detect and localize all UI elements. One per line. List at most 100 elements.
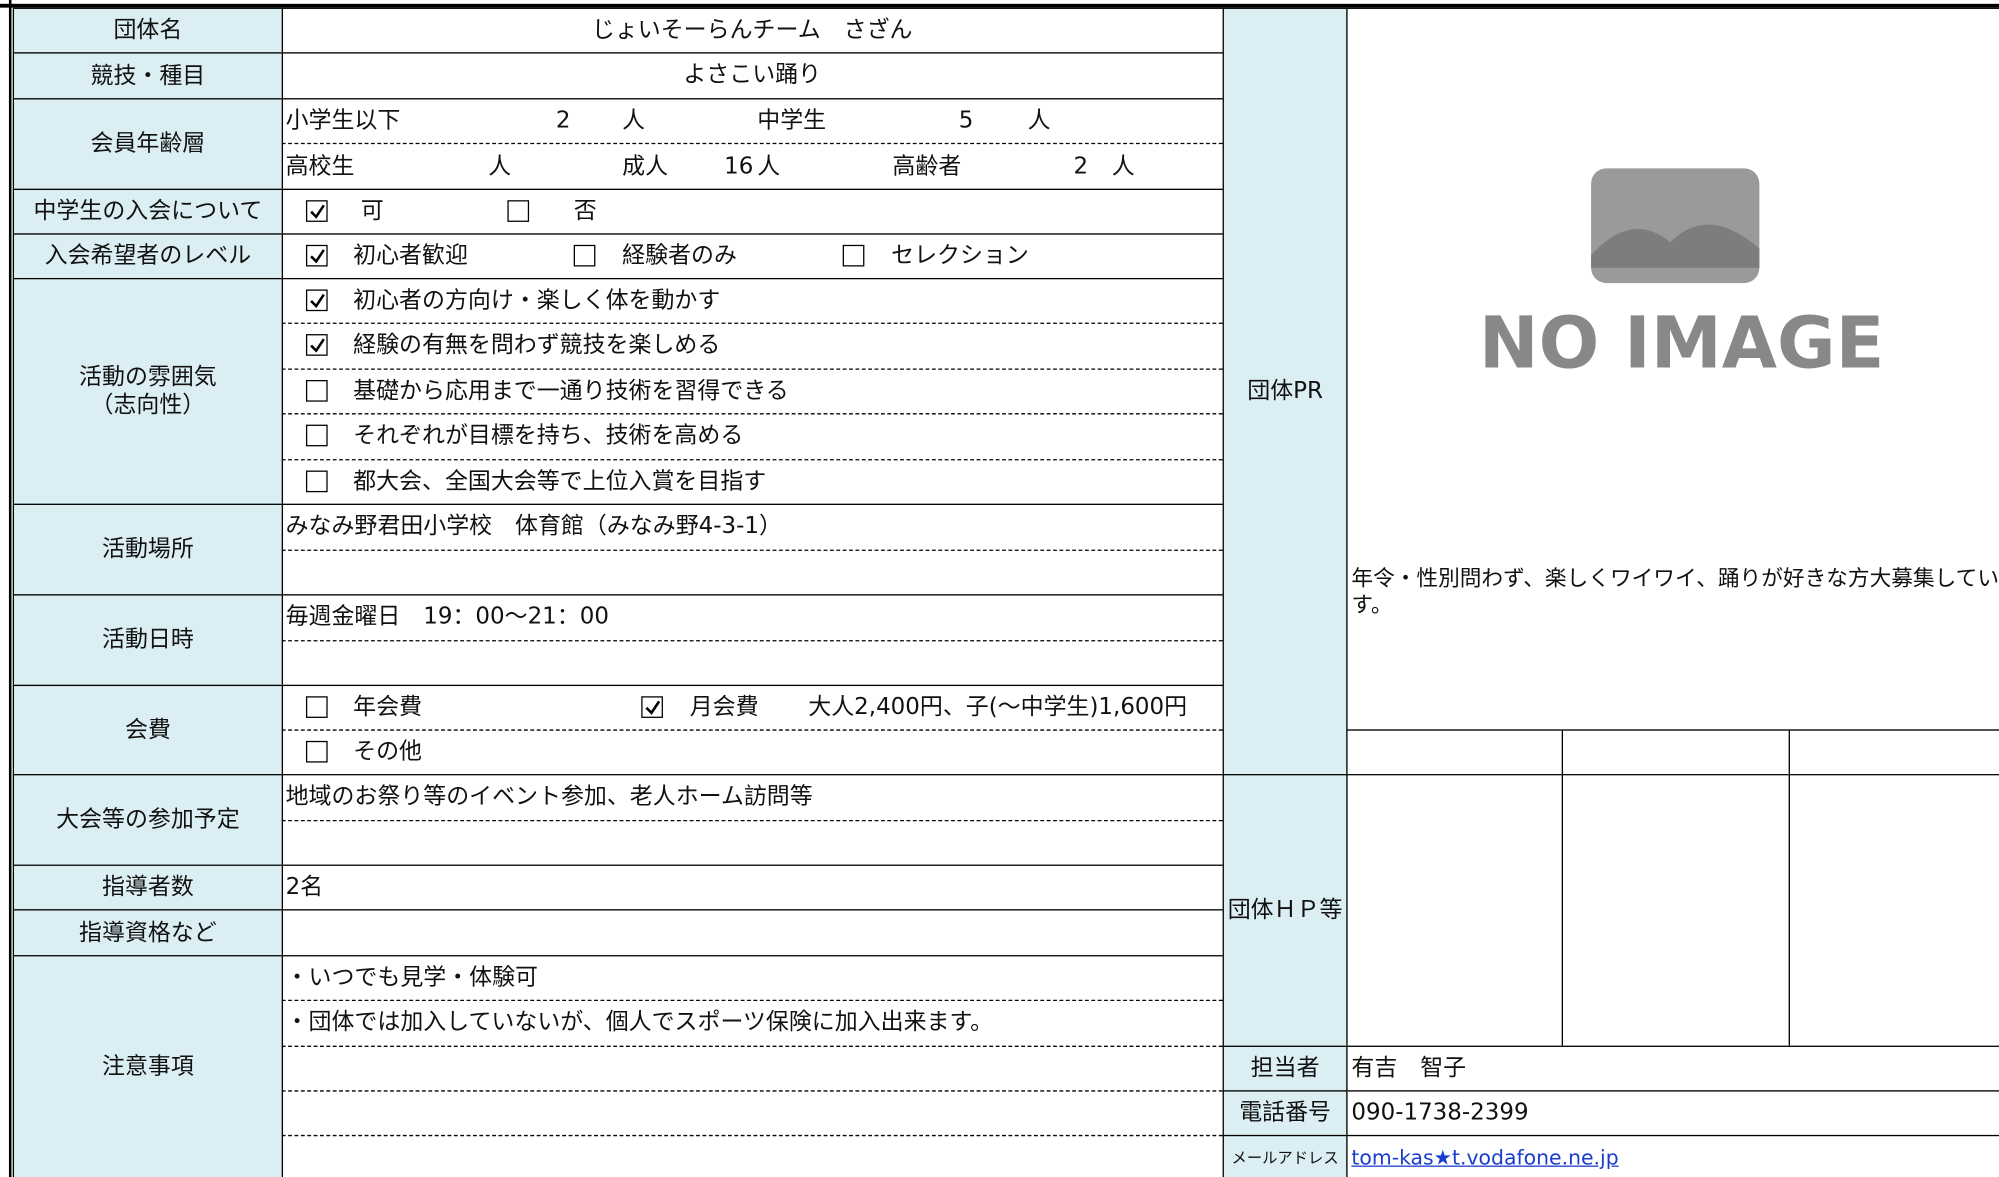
row-value <box>281 909 1224 957</box>
cell <box>1788 729 1999 776</box>
age-unit: 人 <box>1027 107 1051 134</box>
checkbox <box>305 379 328 402</box>
contact-label: 担当者 <box>1222 1045 1348 1092</box>
dashed-line <box>281 323 1223 325</box>
option-text: 経験の有無を問わず競技を楽しめる <box>353 332 721 359</box>
cell <box>1788 774 1999 1047</box>
checkbox <box>305 470 328 492</box>
checkbox <box>305 696 328 718</box>
dashed-line <box>281 819 1223 822</box>
contact-person: 有吉 智子 <box>1351 1054 1467 1082</box>
row-label: 中学生の入会について <box>12 188 284 235</box>
row-label: 会費 <box>12 684 284 776</box>
dashed-line <box>281 999 1223 1002</box>
option-text: 初心者の方向け・楽しく体を動かす <box>353 286 721 314</box>
no-image-graphic <box>1591 168 1760 284</box>
checkbox <box>573 244 596 267</box>
age-unit: 人 <box>488 152 512 180</box>
cell <box>1561 774 1790 1047</box>
age-unit: 人 <box>1111 152 1135 180</box>
check-mark <box>310 204 325 219</box>
dashed-line <box>281 729 1223 731</box>
dashed-line <box>281 1134 1223 1137</box>
checkbox <box>507 200 530 222</box>
row-value <box>281 864 1224 911</box>
cell <box>1346 774 1564 1047</box>
contact-phone: 090-1738-2399 <box>1351 1099 1529 1127</box>
email-link[interactable]: tom-kas★t.vodafone.ne.jp <box>1351 1145 1619 1170</box>
age-count: 2 <box>1073 152 1089 180</box>
pr-label: 団体PR <box>1222 7 1348 776</box>
age-group: 小学生以下 <box>285 107 401 134</box>
check-mark <box>310 293 325 309</box>
row-value <box>281 188 1224 235</box>
checkbox <box>305 200 328 222</box>
age-group: 成人 <box>622 152 669 180</box>
cell <box>1346 1134 1999 1177</box>
age-unit: 人 <box>622 107 646 134</box>
dashed-line <box>281 1045 1223 1047</box>
contact-label: メールアドレス <box>1222 1134 1348 1177</box>
option-text: 都大会、全国大会等で上位入賞を目指す <box>353 467 767 495</box>
age-unit: 人 <box>757 152 781 180</box>
no-image-text: NO IMAGE <box>1478 302 1885 386</box>
age-count: 5 <box>958 107 974 134</box>
row-label: 大会等の参加予定 <box>12 774 284 866</box>
age-group: 中学生 <box>757 107 827 134</box>
check-mark <box>310 249 325 264</box>
frame-top <box>0 3 1999 8</box>
checkbox <box>305 424 328 447</box>
option-text: 否 <box>573 197 597 225</box>
row-label: 活動の雰囲気 （志向性） <box>12 277 284 505</box>
row-label: 活動日時 <box>12 594 284 687</box>
option-text: それぞれが目標を持ち、技術を高める <box>353 422 744 450</box>
frame-left <box>0 0 12 1177</box>
row-label: 指導者数 <box>12 864 284 911</box>
sport: よさこい踊り <box>683 61 822 88</box>
option-text: セレクション <box>891 242 1029 270</box>
row-label: 注意事項 <box>12 955 284 1177</box>
checkbox <box>305 740 328 763</box>
contact-label: 電話番号 <box>1222 1090 1348 1137</box>
row-label: 会員年齢層 <box>12 98 284 191</box>
fee-detail: 大人2,400円、子(～中学生)1,600円 <box>808 693 1188 721</box>
cell <box>1346 729 1564 776</box>
row-label: 競技・種目 <box>12 52 284 100</box>
row-label: 活動場所 <box>12 503 284 596</box>
row-label: 入会希望者のレベル <box>12 233 284 280</box>
age-group: 高齢者 <box>892 152 962 180</box>
option-text: 初心者歓迎 <box>353 242 468 270</box>
option-text: 月会費 <box>689 693 759 721</box>
no-image <box>1479 166 1874 383</box>
age-count: 16 <box>724 152 754 180</box>
option-text: 可 <box>360 197 384 225</box>
check-mark <box>645 700 661 715</box>
row-label: 団体名 <box>12 7 284 54</box>
age-count: 2 <box>555 107 571 134</box>
pr-text: 年令・性別問わず、楽しくワイワイ、踊りが好きな方大募集しています。 <box>1351 566 1999 619</box>
checkbox <box>305 244 328 267</box>
dashed-line <box>281 640 1223 642</box>
note: ・団体では加入していないが、個人でスポーツ保険に加入出来ます。 <box>285 1008 994 1036</box>
checkbox <box>305 289 328 312</box>
option-text: その他 <box>353 738 422 766</box>
dashed-line <box>281 368 1223 370</box>
hp-label: 団体ＨＰ等 <box>1222 774 1348 1047</box>
group-name: じょいそーらんチーム さざん <box>591 16 913 44</box>
row-value <box>281 277 1224 505</box>
checkbox <box>641 696 663 718</box>
checkbox <box>842 244 865 267</box>
option-text: 経験者のみ <box>622 242 737 270</box>
option-text: 年会費 <box>353 693 422 721</box>
dashed-line <box>281 458 1223 460</box>
dashed-line <box>281 413 1223 415</box>
dashed-line <box>281 1090 1223 1092</box>
schedule: 毎週金曜日 19：00～21：00 <box>285 603 609 630</box>
dashed-line <box>281 142 1223 145</box>
events: 地域のお祭り等のイベント参加、老人ホーム訪問等 <box>285 782 813 810</box>
row-value <box>281 233 1224 280</box>
place: みなみ野君田小学校 体育館（みなみ野4-3-1） <box>285 512 782 540</box>
checkbox <box>305 334 328 357</box>
note: ・いつでも見学・体験可 <box>285 964 539 991</box>
